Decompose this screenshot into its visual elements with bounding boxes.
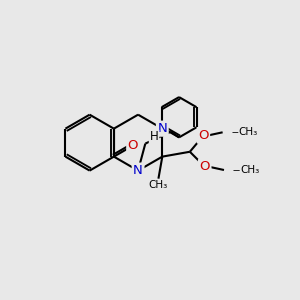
Text: H: H xyxy=(150,130,158,143)
Text: CH₃: CH₃ xyxy=(149,180,168,190)
Text: —: — xyxy=(232,127,241,137)
Text: O: O xyxy=(128,139,138,152)
Text: —: — xyxy=(233,165,243,175)
Text: CH₃: CH₃ xyxy=(239,127,258,137)
Text: O: O xyxy=(200,160,210,173)
Text: N: N xyxy=(133,164,143,177)
Text: O: O xyxy=(198,129,208,142)
Text: CH₃: CH₃ xyxy=(240,165,260,175)
Text: N: N xyxy=(158,122,167,135)
